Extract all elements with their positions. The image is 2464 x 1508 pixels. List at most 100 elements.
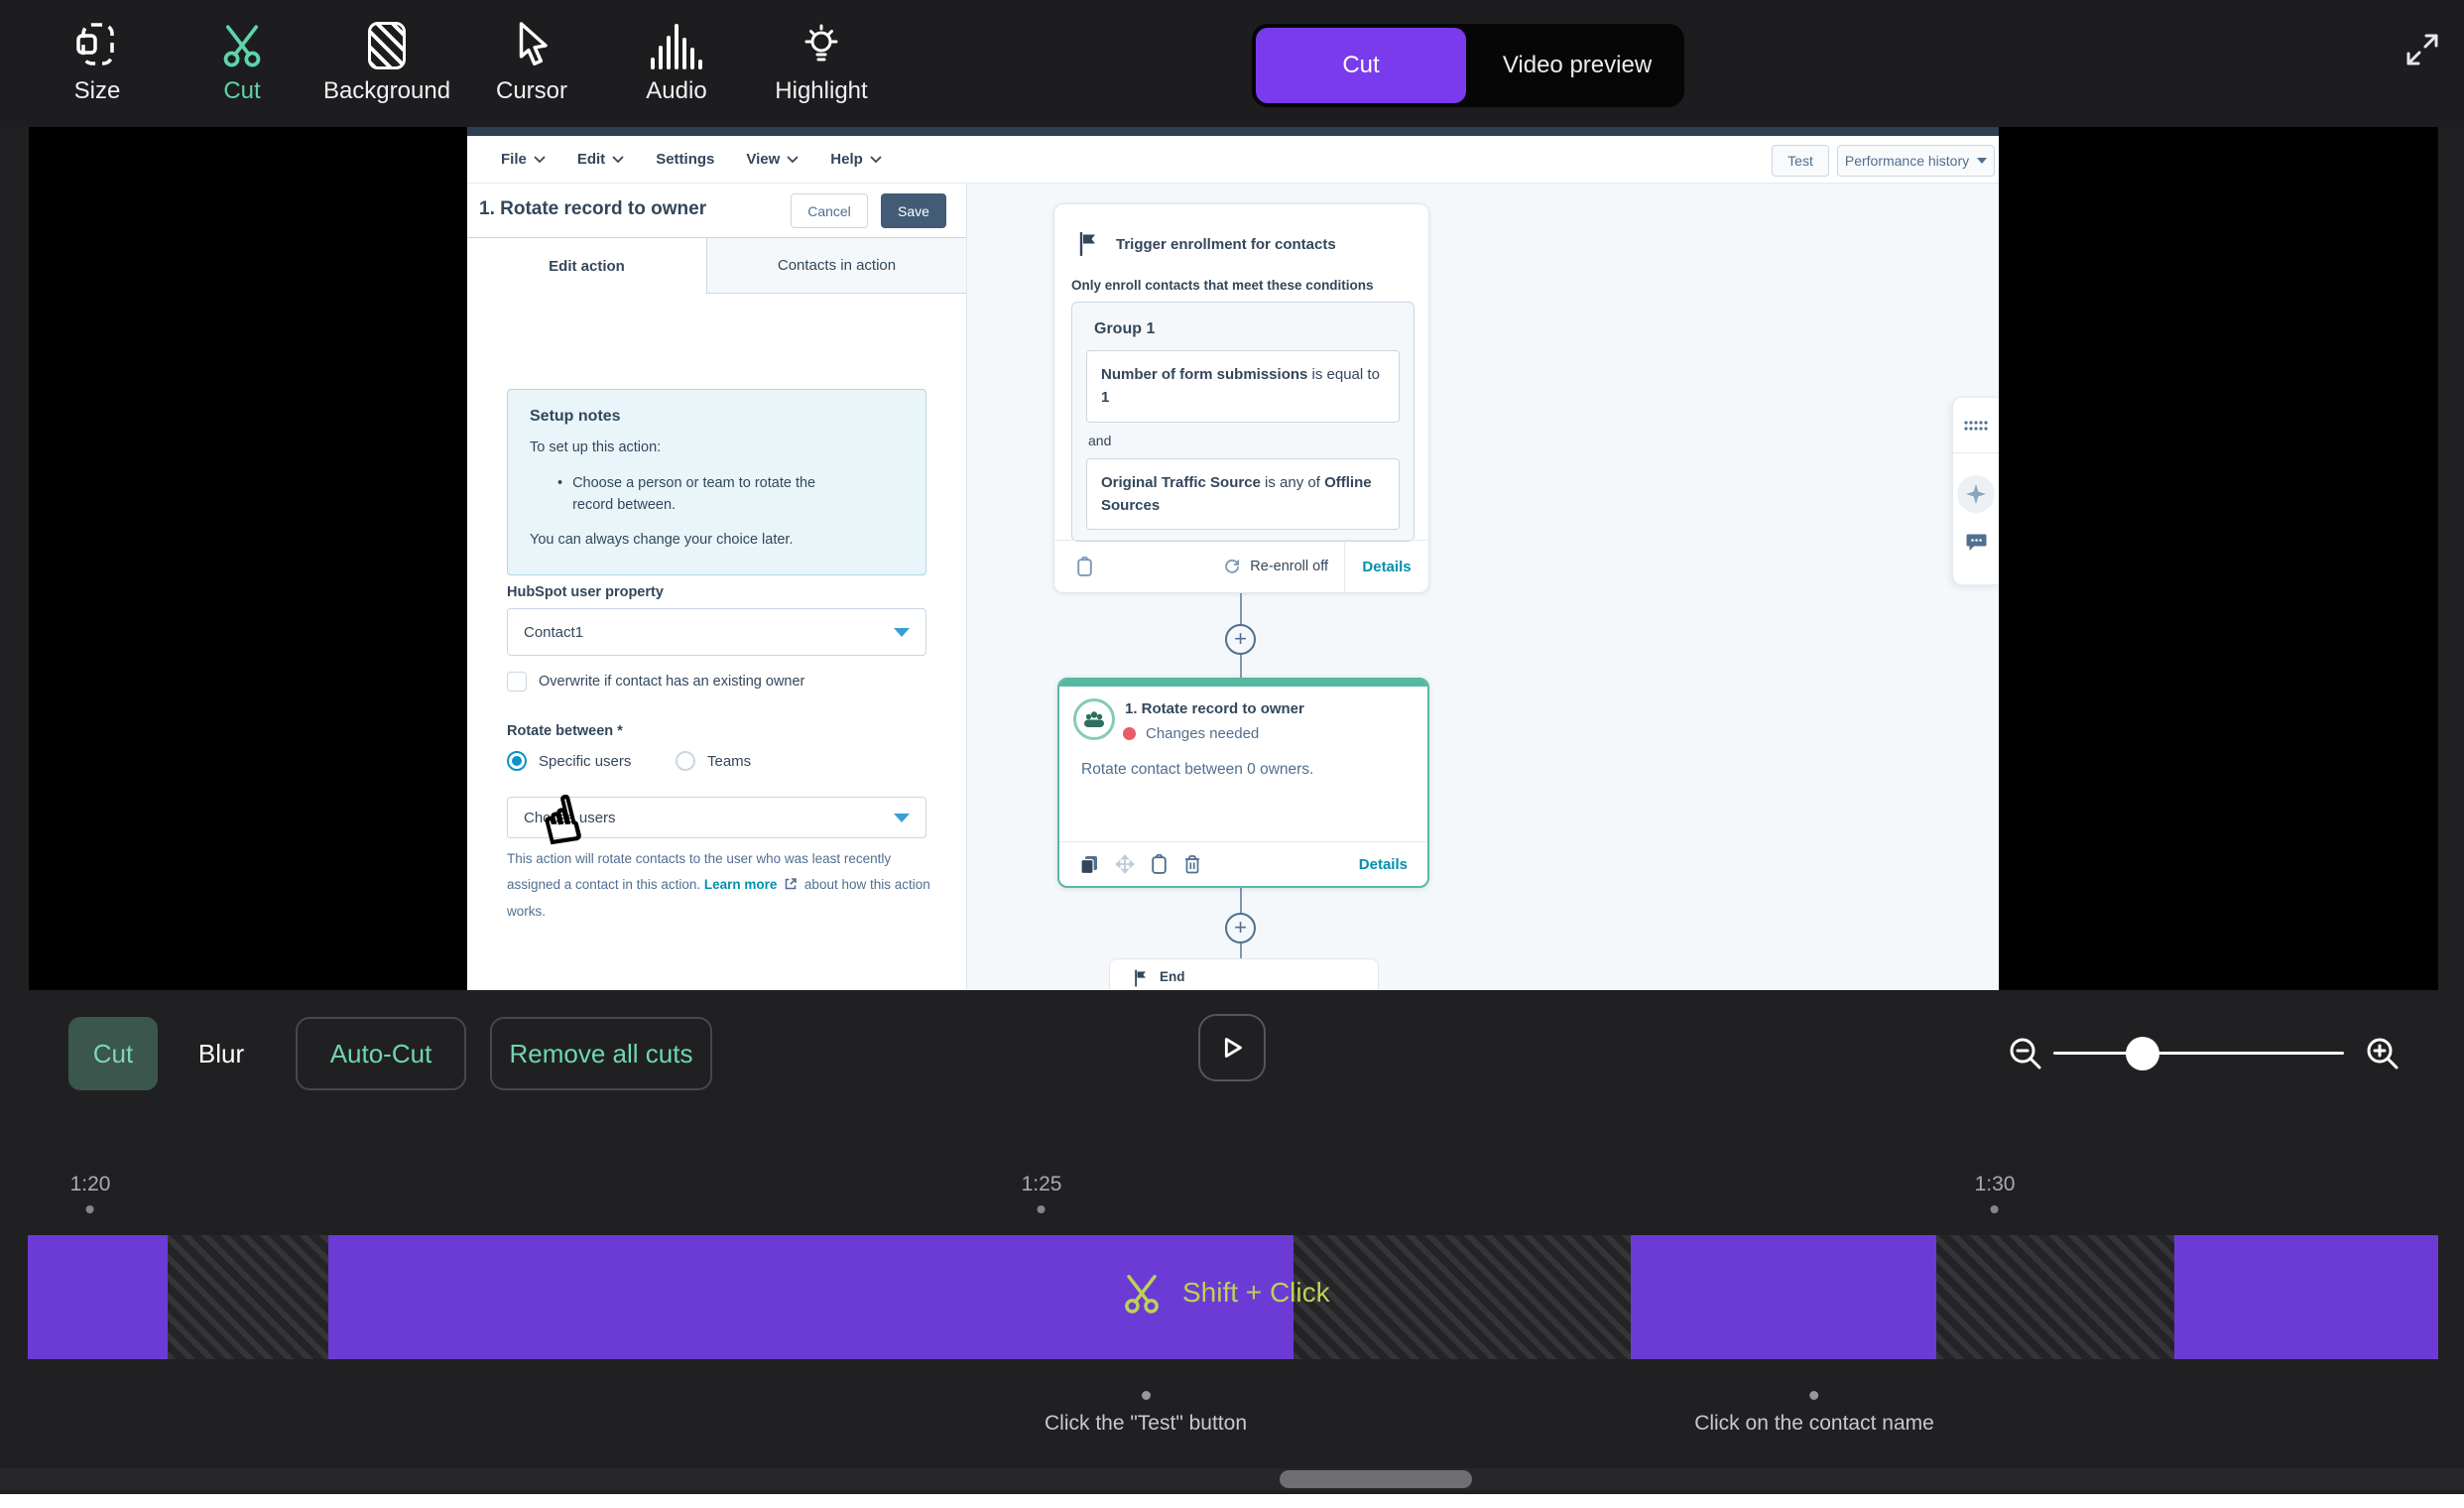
save-button[interactable]: Save — [881, 193, 946, 228]
mode-toggle-video-preview[interactable]: Video preview — [1502, 52, 1653, 78]
play-button[interactable] — [1198, 1014, 1266, 1081]
mode-toggle-cut[interactable]: Cut — [1256, 28, 1466, 103]
sparkle-icon — [1966, 484, 1986, 504]
condition-1[interactable]: Number of form submissions is equal to 1 — [1086, 350, 1400, 423]
cursor-icon — [511, 12, 553, 69]
user-property-select[interactable]: Contact1 — [507, 608, 926, 656]
trigger-subtitle: Only enroll contacts that meet these con… — [1071, 278, 1374, 293]
video-canvas[interactable]: File Edit Settings View Help Test Perfor… — [29, 127, 2438, 990]
end-card[interactable]: End — [1109, 958, 1379, 990]
magnifier-minus-icon — [2010, 1038, 2041, 1069]
mode-toggle: Cut Video preview — [1252, 24, 1684, 107]
setup-notes-intro: To set up this action: — [530, 440, 662, 455]
trigger-card[interactable]: Trigger enrollment for contacts Only enr… — [1053, 203, 1429, 593]
learn-more-link[interactable]: Learn more — [703, 877, 778, 893]
radio-specific-users[interactable] — [507, 751, 527, 771]
expand-window-button[interactable] — [2397, 24, 2448, 75]
action-status: Changes needed — [1123, 725, 1259, 742]
timeline-scrollbar[interactable] — [0, 1468, 2464, 1490]
external-link-icon — [785, 878, 797, 890]
trash-icon[interactable] — [1183, 854, 1201, 874]
zoom-slider-track[interactable] — [2053, 1052, 2344, 1055]
timeline-segment-cut[interactable] — [168, 1235, 328, 1359]
action-edit-panel: 1. Rotate record to owner Cancel Save Ed… — [467, 184, 966, 990]
menu-edit[interactable]: Edit — [577, 151, 624, 168]
tab-edit-action[interactable]: Edit action — [467, 238, 707, 294]
clipboard-icon[interactable] — [1151, 853, 1168, 875]
action-card-rotate-record[interactable]: 1. Rotate record to owner Changes needed… — [1057, 678, 1429, 888]
tool-highlight[interactable]: Highlight — [768, 12, 875, 105]
user-property-label: HubSpot user property — [507, 584, 664, 600]
tab-contacts-in-action[interactable]: Contacts in action — [707, 238, 966, 294]
action-card-footer: Details — [1059, 841, 1427, 886]
trigger-card-header: Trigger enrollment for contacts — [1054, 204, 1428, 256]
caret-down-icon — [894, 813, 910, 822]
zoom-out-button[interactable] — [2004, 1032, 2047, 1075]
action-details-link[interactable]: Details — [1358, 855, 1408, 873]
blur-tool-button[interactable]: Blur — [197, 1038, 245, 1068]
tool-label: Highlight — [775, 77, 868, 104]
add-step-button[interactable]: + — [1225, 913, 1256, 943]
tool-label: Cut — [223, 77, 261, 104]
cancel-button[interactable]: Cancel — [791, 193, 868, 228]
panel-header: 1. Rotate record to owner Cancel Save — [467, 184, 966, 238]
condition-2[interactable]: Original Traffic Source is any of Offlin… — [1086, 457, 1400, 530]
canvas-floating-toolbar — [1952, 397, 1999, 585]
menu-view[interactable]: View — [746, 151, 799, 168]
minimap-button[interactable] — [1953, 398, 1999, 453]
menu-help[interactable]: Help — [830, 151, 882, 168]
add-step-button[interactable]: + — [1225, 624, 1256, 655]
menu-file[interactable]: File — [501, 151, 546, 168]
timeline-segment-clip[interactable] — [2174, 1235, 2438, 1359]
scissors-icon — [217, 12, 267, 69]
workflow-canvas: Trigger enrollment for contacts Only enr… — [966, 184, 1999, 990]
action-title: 1. Rotate record to owner — [1125, 700, 1304, 717]
cut-tool-button[interactable]: Cut — [68, 1017, 158, 1090]
clipboard-icon[interactable] — [1076, 556, 1093, 577]
move-icon[interactable] — [1115, 854, 1135, 874]
radio-teams[interactable] — [676, 751, 695, 771]
timeline-step-marker[interactable]: Click on the contact name — [1694, 1391, 1934, 1436]
timeline-segment-cut[interactable] — [1936, 1235, 2174, 1359]
ai-assistant-button[interactable] — [1957, 475, 1995, 513]
tool-label: Audio — [646, 77, 707, 104]
lightbulb-icon — [798, 12, 845, 69]
performance-history-button[interactable]: Performance history — [1837, 145, 1995, 177]
condition-join: and — [1088, 432, 1112, 448]
timeline-segment-clip[interactable] — [28, 1235, 168, 1359]
tool-cut[interactable]: Cut — [188, 12, 296, 105]
expand-arrows-icon — [2406, 34, 2438, 65]
test-button[interactable]: Test — [1772, 145, 1829, 177]
remove-all-cuts-button[interactable]: Remove all cuts — [490, 1017, 712, 1090]
choose-users-select[interactable]: Choose users — [507, 797, 926, 838]
top-toolbar: Size Cut Background — [0, 0, 2464, 127]
timeline-segment-clip[interactable] — [1631, 1235, 1936, 1359]
rotate-between-label: Rotate between * — [507, 723, 623, 739]
timeline-scrollbar-thumb[interactable] — [1280, 1470, 1472, 1488]
tool-group: Size Cut Background — [44, 12, 913, 105]
magnifier-plus-icon — [2367, 1038, 2399, 1069]
tool-audio[interactable]: Audio — [623, 12, 730, 105]
copy-icon[interactable] — [1079, 854, 1099, 874]
tool-background[interactable]: Background — [323, 12, 450, 105]
timeline-band — [0, 1235, 2464, 1359]
auto-cut-button[interactable]: Auto-Cut — [296, 1017, 466, 1090]
panel-title: 1. Rotate record to owner — [479, 198, 707, 219]
overwrite-checkbox[interactable] — [507, 672, 527, 691]
zoom-in-button[interactable] — [2361, 1032, 2404, 1075]
setup-notes-outro: You can always change your choice later. — [530, 532, 794, 549]
timeline-segment-cut[interactable] — [1294, 1235, 1631, 1359]
comments-button[interactable] — [1965, 533, 1988, 554]
tool-size[interactable]: Size — [44, 12, 151, 105]
timeline-step-marker[interactable]: Click the "Test" button — [1045, 1391, 1247, 1436]
zoom-slider-thumb[interactable] — [2126, 1037, 2159, 1070]
tool-cursor[interactable]: Cursor — [478, 12, 585, 105]
trigger-card-footer: Re-enroll off Details — [1054, 540, 1428, 592]
recorded-screen: File Edit Settings View Help Test Perfor… — [467, 127, 1999, 990]
timeline-segment-clip[interactable] — [328, 1235, 1294, 1359]
refresh-icon — [1225, 560, 1240, 573]
trigger-details-link[interactable]: Details — [1344, 541, 1428, 592]
reenroll-status[interactable]: Re-enroll off — [1223, 558, 1328, 575]
menu-settings[interactable]: Settings — [656, 151, 715, 168]
